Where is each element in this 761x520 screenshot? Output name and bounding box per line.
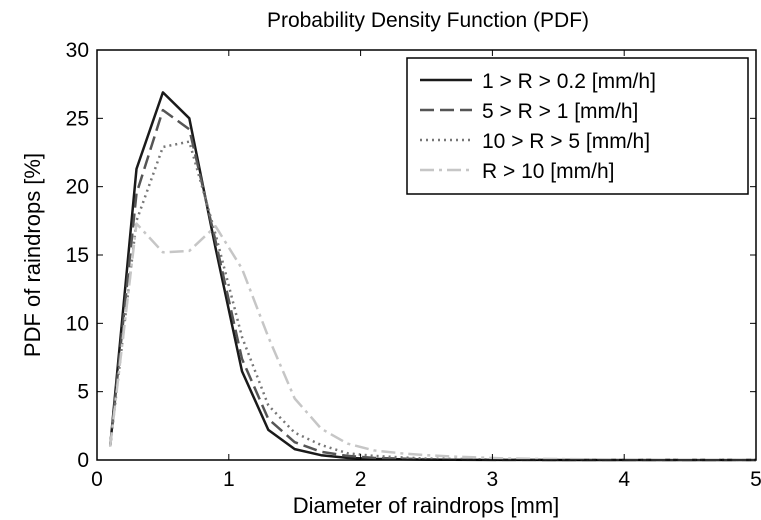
x-tick-label: 0 [91, 468, 103, 491]
y-tick-label: 10 [66, 312, 89, 335]
x-tick-label: 1 [223, 468, 235, 491]
legend-label-1: 1 > R > 0.2 [mm/h] [482, 70, 656, 93]
x-tick-label: 3 [487, 468, 499, 491]
y-axis-label: PDF of raindrops [%] [20, 153, 45, 357]
y-tick-label: 0 [77, 449, 89, 472]
legend-label-2: 5 > R > 1 [mm/h] [482, 100, 638, 123]
y-tick-label: 20 [66, 176, 89, 199]
series-line-2 [108, 108, 756, 462]
x-tick-label: 4 [618, 468, 630, 491]
y-tick-label: 30 [66, 39, 89, 62]
y-tick-label: 25 [66, 107, 89, 130]
y-tick-label: 5 [77, 381, 89, 404]
axis-ticks-group: 0 1 2 3 4 5 0 5 10 15 20 25 30 [66, 39, 761, 491]
legend-label-4: R > 10 [mm/h] [482, 160, 614, 183]
chart-legend: 1 > R > 0.2 [mm/h] 5 > R > 1 [mm/h] 10 > R… [406, 57, 749, 195]
legend-label-3: 10 > R > 5 [mm/h] [482, 130, 650, 153]
y-tick-label: 15 [66, 244, 89, 267]
x-axis-label: Diameter of raindrops [mm] [293, 493, 560, 518]
chart-title: Probability Density Function (PDF) [267, 9, 589, 32]
x-tick-label: 2 [355, 468, 367, 491]
series-line-4 [108, 222, 756, 462]
x-tick-label: 5 [750, 468, 761, 491]
